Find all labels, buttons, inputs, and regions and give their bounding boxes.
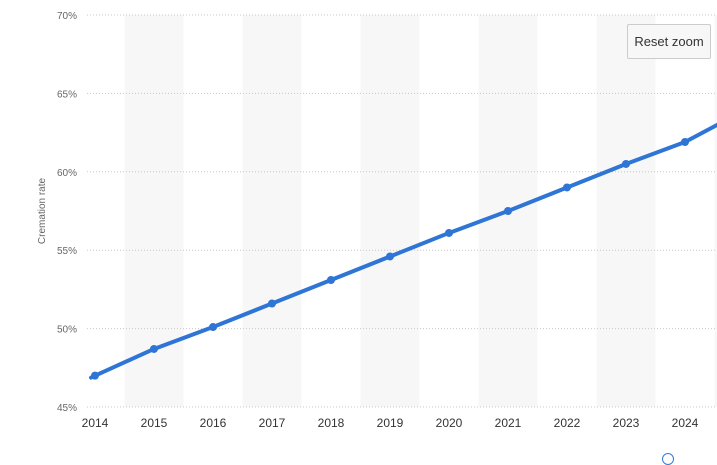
- background-band: [243, 15, 302, 407]
- x-tick-label: 2014: [82, 416, 109, 430]
- x-tick-label: 2016: [200, 416, 227, 430]
- data-point[interactable]: [386, 252, 394, 260]
- x-axis: 2014 2015 2016 2017 2018 2019 2020 2021 2022 2023…: [82, 416, 699, 430]
- y-axis-label: Cremation rate: [37, 177, 48, 244]
- x-tick-label: 2024: [672, 416, 699, 430]
- data-point[interactable]: [268, 300, 276, 308]
- y-tick-label: 55%: [57, 246, 77, 257]
- data-point[interactable]: [445, 229, 453, 237]
- data-point[interactable]: [563, 183, 571, 191]
- data-point[interactable]: [504, 207, 512, 215]
- y-axis: 45% 50% 55% 60% 65% 70%: [57, 11, 77, 414]
- data-point[interactable]: [150, 345, 158, 353]
- y-tick-label: 70%: [57, 11, 77, 22]
- statista-logo-icon: [662, 453, 674, 465]
- x-tick-label: 2018: [318, 416, 345, 430]
- background-band: [361, 15, 420, 407]
- x-tick-label: 2020: [436, 416, 463, 430]
- data-point[interactable]: [327, 276, 335, 284]
- y-tick-label: 50%: [57, 325, 77, 336]
- alternate-bands: [125, 15, 717, 407]
- reset-zoom-button[interactable]: Reset zoom: [627, 24, 711, 59]
- y-tick-label: 60%: [57, 168, 77, 179]
- background-band: [597, 15, 656, 407]
- x-tick-label: 2015: [141, 416, 168, 430]
- x-tick-label: 2022: [554, 416, 581, 430]
- x-tick-label: 2017: [259, 416, 286, 430]
- y-tick-label: 45%: [57, 403, 77, 414]
- x-tick-label: 2023: [613, 416, 640, 430]
- y-tick-label: 65%: [57, 89, 77, 100]
- x-tick-label: 2019: [377, 416, 404, 430]
- data-point[interactable]: [622, 160, 630, 168]
- x-tick-label: 2021: [495, 416, 522, 430]
- data-point[interactable]: [681, 138, 689, 146]
- data-point[interactable]: [209, 323, 217, 331]
- data-point[interactable]: [91, 372, 99, 380]
